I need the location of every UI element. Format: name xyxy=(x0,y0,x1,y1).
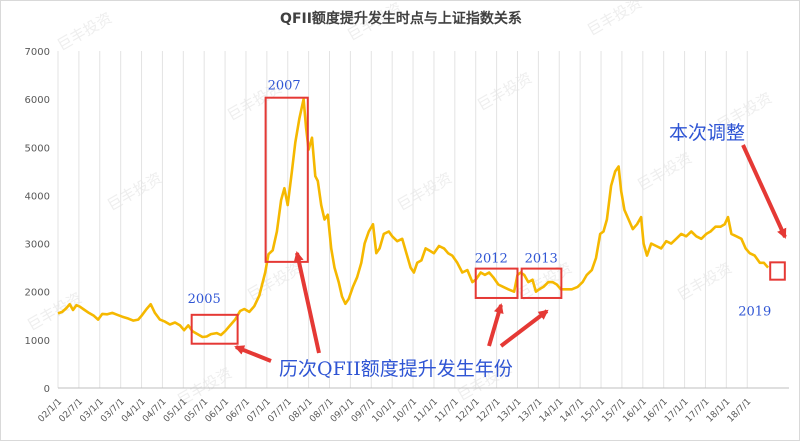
annotation-arrow xyxy=(741,144,787,239)
watermark-text: 巨丰投资 xyxy=(244,259,305,305)
y-tick-label: 3000 xyxy=(25,240,50,251)
watermark-text: 巨丰投资 xyxy=(474,69,535,115)
annotation-arrows xyxy=(234,144,787,363)
current-adjustment-label: 本次调整 xyxy=(669,122,745,144)
y-tick-label: 0 xyxy=(44,384,50,395)
chart-title: QFII额度提升发生时点与上证指数关系 xyxy=(280,10,522,27)
watermark-text: 巨丰投资 xyxy=(674,259,735,305)
annotation-arrow xyxy=(499,309,549,348)
x-tick-label: 18/7/1 xyxy=(726,397,754,425)
grid-lines xyxy=(57,51,748,388)
y-tick-label: 6000 xyxy=(25,95,50,106)
year-label: 2013 xyxy=(525,252,558,267)
y-tick-label: 5000 xyxy=(25,143,50,154)
annotation-arrow xyxy=(234,345,272,363)
y-axis-ticks: 0 1000 2000 3000 4000 5000 6000 7000 xyxy=(25,47,50,395)
watermark-text: 巨丰投资 xyxy=(104,169,165,215)
y-tick-label: 2000 xyxy=(25,288,50,299)
watermark-text: 巨丰投资 xyxy=(394,169,455,215)
y-tick-label: 1000 xyxy=(25,336,50,347)
highlight-box xyxy=(264,96,309,263)
year-label: 2007 xyxy=(268,79,301,94)
highlight-boxes: 2005 2007 2012 2013 2019 xyxy=(188,79,786,345)
highlight-box xyxy=(474,267,519,299)
year-label: 2012 xyxy=(475,252,508,267)
annotation-arrow xyxy=(293,251,321,354)
x-axis-ticks: 02/1/102/7/103/1/103/7/104/1/104/7/105/1… xyxy=(37,397,754,425)
y-tick-label: 4000 xyxy=(25,191,50,202)
highlight-box xyxy=(769,261,786,281)
series-line xyxy=(57,97,770,339)
watermark-text: 巨丰投资 xyxy=(54,9,115,55)
year-label: 2019 xyxy=(738,305,771,320)
annotation-arrow xyxy=(487,303,504,347)
y-tick-label: 7000 xyxy=(25,47,50,58)
highlight-box xyxy=(190,313,239,345)
caption-text: 历次QFII额度提升发生年份 xyxy=(279,358,513,380)
year-label: 2005 xyxy=(188,292,221,307)
watermark-text: 巨丰投资 xyxy=(584,1,645,39)
highlight-box xyxy=(520,267,563,299)
